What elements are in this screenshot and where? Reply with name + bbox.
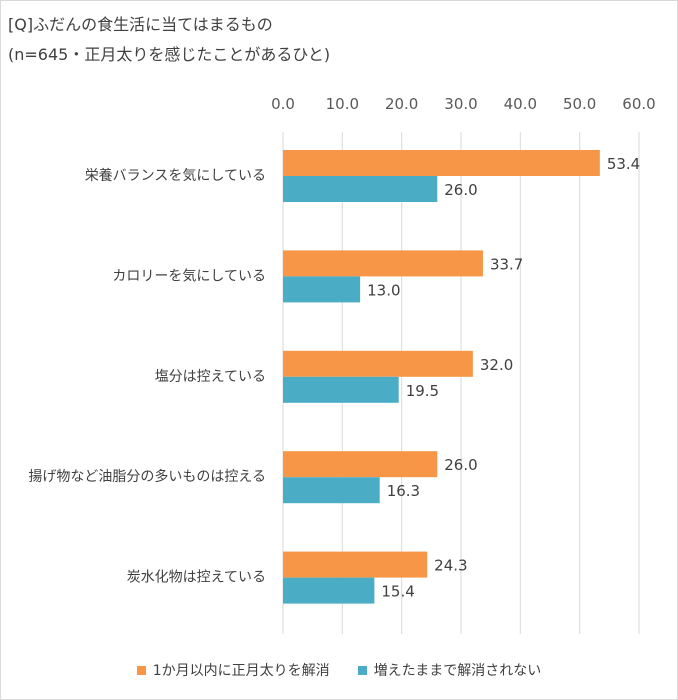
data-label: 24.3 bbox=[434, 557, 467, 575]
x-tick-label: 30.0 bbox=[444, 95, 477, 113]
legend-label-series-2: 増えたままで解消されない bbox=[373, 663, 542, 679]
legend-swatch-blue bbox=[357, 665, 367, 675]
data-label: 19.5 bbox=[406, 382, 439, 400]
legend-item-series-2: 増えたままで解消されない bbox=[357, 660, 542, 680]
x-tick-label: 0.0 bbox=[271, 95, 295, 113]
bar-series-2 bbox=[283, 376, 399, 403]
data-label: 16.3 bbox=[387, 482, 420, 500]
chart-subtitle: (n=645・正月太りを感じたことがあるひと) bbox=[8, 45, 331, 64]
category-label: 塩分は控えている bbox=[155, 369, 266, 385]
data-label: 26.0 bbox=[444, 456, 477, 474]
bar-series-2 bbox=[283, 577, 375, 604]
data-label: 13.0 bbox=[367, 281, 400, 299]
bar-series-1 bbox=[283, 350, 473, 377]
x-tick-label: 10.0 bbox=[326, 95, 359, 113]
x-tick-label: 60.0 bbox=[622, 95, 655, 113]
bar-series-2 bbox=[283, 276, 361, 303]
legend: 1か月以内に正月太りを解消 増えたままで解消されない bbox=[0, 660, 678, 680]
x-tick-label: 20.0 bbox=[385, 95, 418, 113]
x-tick-label: 40.0 bbox=[504, 95, 537, 113]
data-label: 15.4 bbox=[381, 583, 414, 601]
data-label: 32.0 bbox=[480, 356, 513, 374]
bar-series-1 bbox=[283, 150, 600, 176]
data-label: 26.0 bbox=[444, 181, 477, 199]
chart-title: [Q]ふだんの食生活に当てはまるもの bbox=[8, 15, 273, 34]
legend-swatch-orange bbox=[136, 665, 146, 675]
category-label: 揚げ物など油脂分の多いものは控える bbox=[28, 468, 266, 485]
bar-series-1 bbox=[283, 250, 483, 277]
legend-label-series-1: 1か月以内に正月太りを解消 bbox=[152, 663, 330, 679]
x-tick-label: 50.0 bbox=[563, 95, 596, 113]
bar-series-2 bbox=[283, 477, 380, 504]
legend-item-series-1: 1か月以内に正月太りを解消 bbox=[136, 660, 330, 680]
bar-series-2 bbox=[283, 176, 438, 202]
data-label: 53.4 bbox=[607, 155, 640, 173]
category-label: 炭水化物は控えている bbox=[127, 570, 266, 586]
data-label: 33.7 bbox=[490, 255, 523, 273]
bar-series-1 bbox=[283, 451, 438, 478]
category-label: 栄養バランスを気にしている bbox=[85, 167, 266, 184]
category-label: カロリーを気にしている bbox=[112, 268, 266, 284]
bar-series-1 bbox=[283, 551, 428, 578]
